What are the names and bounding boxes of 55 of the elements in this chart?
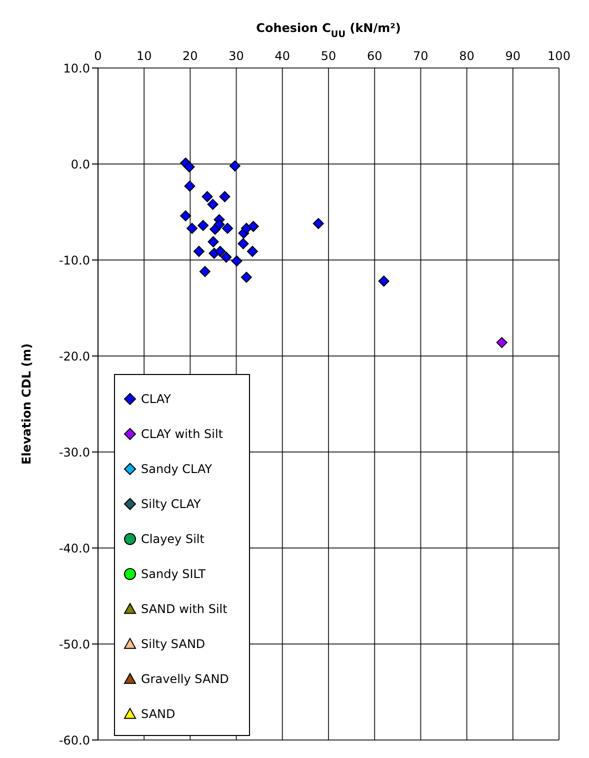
y-tick-label: -50.0 [58, 637, 90, 652]
legend-label: Sandy SILT [141, 566, 206, 580]
y-tick-label: -20.0 [58, 349, 90, 364]
x-tick-label: 60 [366, 49, 382, 63]
point [231, 255, 242, 266]
legend-label: Gravelly SAND [141, 672, 229, 686]
y-tick-label: 0.0 [70, 157, 90, 172]
point [202, 191, 213, 202]
legend-label: Silty CLAY [141, 496, 201, 510]
x-tick-label: 20 [182, 49, 198, 63]
y-axis-title: Elevation CDL (m) [19, 343, 34, 465]
point [378, 276, 390, 287]
x-tick-label: 10 [136, 49, 152, 63]
x-tick-label: 50 [320, 49, 336, 63]
legend-label: Silty SAND [141, 636, 206, 650]
point [312, 218, 324, 230]
x-tick-label: 40 [274, 49, 290, 63]
x-axis-title: Cohesion C$_{UU}$ (kN/m²) [256, 21, 401, 40]
point [184, 180, 196, 192]
y-tick-label: -60.0 [58, 733, 90, 748]
point [214, 246, 226, 257]
point [193, 246, 204, 257]
point [198, 220, 209, 231]
x-tick-label: 80 [459, 49, 474, 63]
point [207, 198, 218, 210]
point [220, 252, 232, 263]
y-tick-label: -40.0 [58, 541, 90, 556]
x-tick-label: 100 [548, 49, 570, 63]
point [208, 236, 219, 248]
legend-label: SAND with Silt [141, 602, 228, 616]
point [240, 272, 252, 283]
legend-label: SAND [141, 706, 176, 720]
point [238, 238, 249, 250]
x-tick-label: 70 [413, 49, 428, 63]
point [248, 220, 259, 232]
x-tick-label: 0 [94, 49, 102, 63]
point [246, 246, 258, 257]
point [496, 337, 508, 348]
point [214, 218, 225, 230]
point [222, 222, 234, 234]
y-tick-label: -10.0 [58, 253, 90, 268]
point [180, 210, 192, 222]
y-tick-label: -30.0 [58, 445, 90, 460]
legend-label: Clayey Silt [141, 532, 204, 546]
legend-label: Sandy CLAY [141, 462, 212, 476]
legend-label: CLAY with Silt [141, 426, 224, 440]
legend-label: CLAY [141, 392, 171, 406]
point [229, 160, 240, 172]
x-tick-label: 30 [228, 49, 244, 63]
x-tick-label: 90 [505, 49, 521, 63]
point [186, 222, 198, 234]
point [199, 266, 210, 278]
point [184, 161, 195, 172]
point [219, 191, 230, 202]
y-tick-label: 10.0 [63, 61, 90, 76]
